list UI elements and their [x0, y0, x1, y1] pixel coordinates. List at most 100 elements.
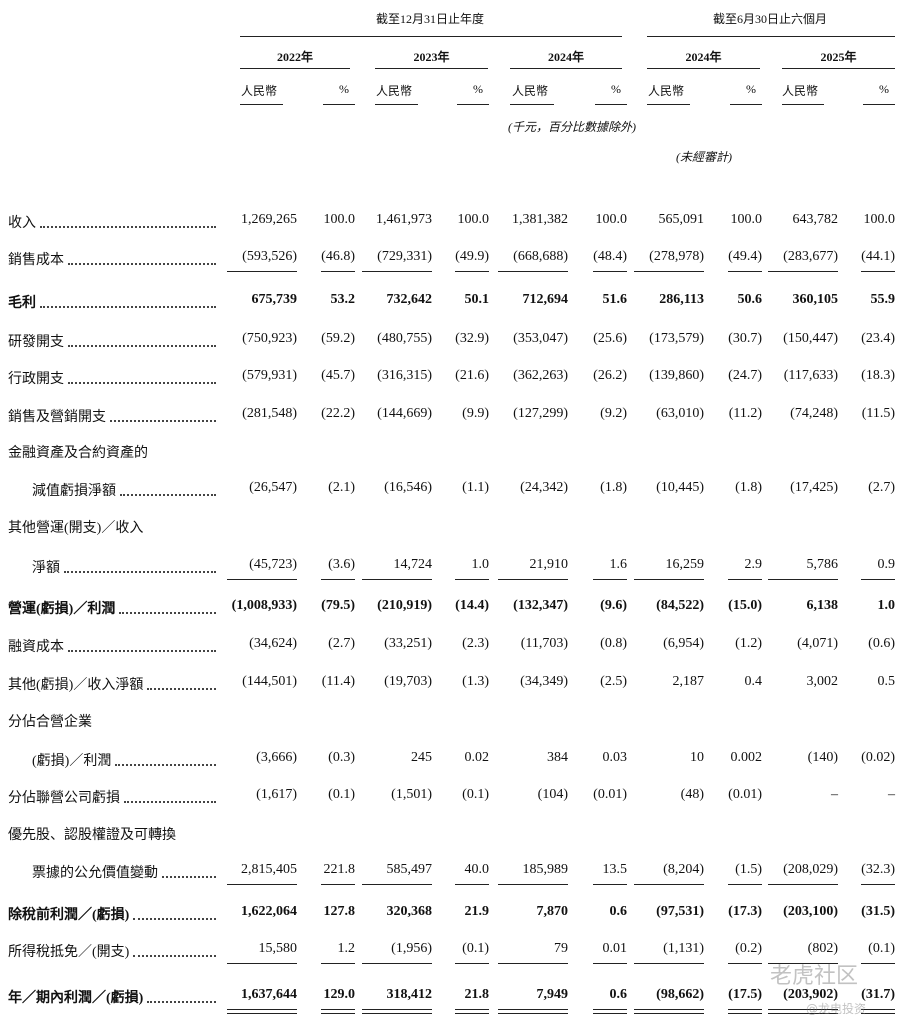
- underline: [362, 579, 432, 580]
- label-text: 金融資產及合約資產的: [8, 446, 148, 461]
- row-label: 行政開支: [8, 368, 218, 388]
- underline: [362, 1009, 432, 1010]
- cell: (203,902): [783, 987, 838, 1002]
- cell: 318,412: [386, 987, 433, 1002]
- underline: [634, 1013, 704, 1014]
- cell: (84,522): [656, 598, 704, 613]
- rule: [510, 104, 554, 105]
- underline: [227, 1009, 297, 1010]
- label-text: 淨額: [32, 561, 60, 576]
- row-label: 年／期內利潤／(虧損): [8, 987, 218, 1007]
- underline: [768, 579, 838, 580]
- row-label: 其他(虧損)／收入淨額: [8, 674, 218, 694]
- cell: (79.5): [321, 598, 355, 613]
- unit-header: %: [746, 82, 756, 96]
- row-label: 淨額: [32, 557, 218, 577]
- cell: 0.002: [730, 750, 763, 765]
- row-label: 減值虧損淨額: [32, 480, 218, 500]
- cell: 100.0: [863, 212, 896, 227]
- cell: (316,315): [377, 368, 432, 383]
- cell: (16,546): [384, 480, 432, 495]
- cell: (32.3): [861, 862, 895, 877]
- watermark: 老虎社区: [770, 964, 859, 989]
- cell: 245: [411, 750, 432, 765]
- cell: 732,642: [386, 292, 433, 307]
- rule: [782, 68, 895, 69]
- cell: (45,723): [249, 557, 297, 572]
- underline: [455, 579, 489, 580]
- cell: (14.4): [455, 598, 489, 613]
- label-text: 票據的公允價值變動: [32, 866, 158, 881]
- underline: [768, 271, 838, 272]
- dot-leader: [68, 345, 216, 347]
- label-text: 除稅前利潤／(虧損): [8, 908, 130, 923]
- cell: (1.1): [462, 480, 489, 495]
- dot-leader: [119, 612, 216, 614]
- underline: [861, 963, 895, 964]
- cell: (18.3): [861, 368, 895, 383]
- underline: [362, 963, 432, 964]
- underline: [593, 579, 627, 580]
- unit-header: %: [473, 82, 483, 96]
- underline: [634, 963, 704, 964]
- cell: 221.8: [323, 862, 356, 877]
- cell: (353,047): [513, 331, 568, 346]
- cell: 585,497: [386, 862, 433, 877]
- dot-leader: [68, 263, 216, 265]
- cell: (98,662): [656, 987, 704, 1002]
- cell: 1,622,064: [241, 904, 297, 919]
- cell: (0.01): [728, 787, 762, 802]
- dot-leader: [40, 226, 216, 228]
- label-text: 所得稅抵免／(開支): [8, 945, 130, 960]
- cell: (9.2): [600, 406, 627, 421]
- row-label: 毛利: [8, 292, 218, 312]
- cell: (31.5): [861, 904, 895, 919]
- row-label: 營運(虧損)／利潤: [8, 598, 218, 618]
- cell: 7,870: [536, 904, 569, 919]
- cell: 2.9: [744, 557, 763, 572]
- underline: [362, 1013, 432, 1014]
- cell: 0.01: [602, 941, 628, 956]
- cell: (1.3): [462, 674, 489, 689]
- cell: 675,739: [251, 292, 298, 307]
- year-header: 2022年: [276, 50, 314, 64]
- cell: (1,501): [391, 787, 432, 802]
- cell: –: [888, 787, 895, 802]
- underline: [634, 579, 704, 580]
- cell: 21.9: [464, 904, 490, 919]
- underline: [321, 271, 355, 272]
- unit-header: 人民幣: [647, 84, 684, 98]
- underline: [455, 884, 489, 885]
- cell: (173,579): [649, 331, 704, 346]
- unit-header: 人民幣: [511, 84, 548, 98]
- rule: [510, 68, 622, 69]
- cell: (32.9): [455, 331, 489, 346]
- cell: (208,029): [783, 862, 838, 877]
- cell: 2,187: [672, 674, 705, 689]
- cell: (210,919): [377, 598, 432, 613]
- underline: [634, 884, 704, 885]
- cell: (0.02): [861, 750, 895, 765]
- unit-header: %: [611, 82, 621, 96]
- cell: (17.5): [728, 987, 762, 1002]
- underline: [227, 1013, 297, 1014]
- underline: [768, 1009, 838, 1010]
- cell: (46.8): [321, 249, 355, 264]
- label-text: 其他(虧損)／收入淨額: [8, 678, 144, 693]
- underline: [362, 884, 432, 885]
- underline: [634, 271, 704, 272]
- cell: (45.7): [321, 368, 355, 383]
- cell: (34,624): [249, 636, 297, 651]
- cell: (97,531): [656, 904, 704, 919]
- underline: [728, 1009, 762, 1010]
- cell: 286,113: [659, 292, 704, 307]
- rule: [457, 104, 489, 105]
- note: (千元，百分比數據除外): [508, 120, 636, 134]
- rule: [240, 36, 622, 37]
- cell: (8,204): [663, 862, 704, 877]
- cell: (203,100): [783, 904, 838, 919]
- cell: 40.0: [464, 862, 490, 877]
- cell: (0.3): [328, 750, 355, 765]
- underline: [362, 271, 432, 272]
- group-header: 截至6月30日止六個月: [712, 12, 828, 26]
